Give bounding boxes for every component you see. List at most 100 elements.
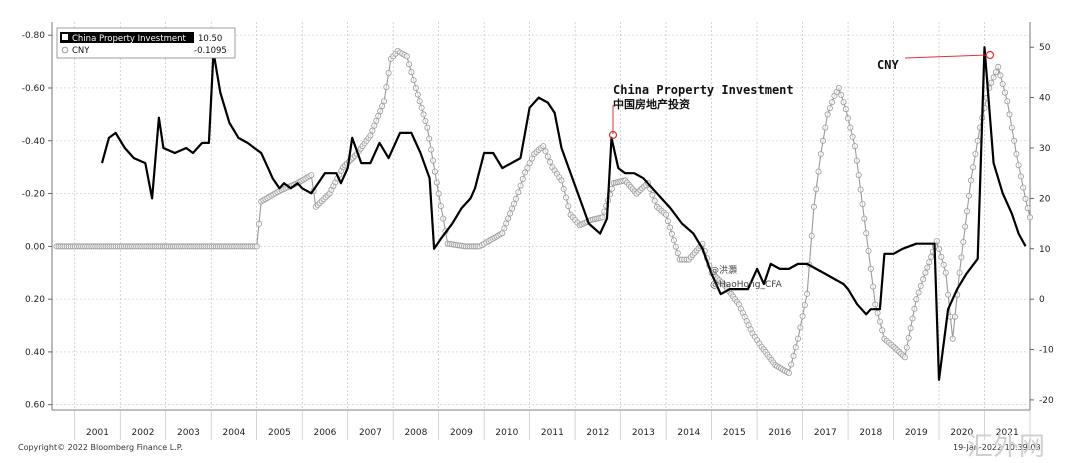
x-tick-label: 2014 [677,428,700,438]
cny-point [1027,214,1034,221]
left-tick-label: -0.80 [22,31,46,41]
cny-point [792,344,799,351]
cny-point [974,137,981,144]
cny-point [519,175,526,182]
cny-point [838,92,845,99]
cny-point [801,302,808,309]
cny-point [903,344,910,351]
cny-point [385,70,392,77]
x-tick-label: 2018 [859,428,882,438]
cny-point [510,200,517,207]
x-tick-label: 2004 [223,428,246,438]
cny-point [1011,137,1018,144]
property-investment-series [100,46,1027,381]
cny-point [861,215,868,222]
footer-date: 19-Jan-2022 10:39:03 [953,443,1041,452]
cny-point [367,132,374,139]
cny-point [797,324,804,331]
cny-point [909,315,916,322]
cny-point [933,238,940,245]
annotation-property: China Property Investment 中国房地产投资 [608,83,794,140]
cny-point [964,208,971,215]
right-y-axis: 50 40 30 20 10 0 -10 -20 [1030,43,1054,406]
cny-point [845,115,852,122]
cny-point [381,98,388,105]
cny-point [1022,195,1029,202]
cny-point [601,208,608,215]
annotation-cny-label: CNY [877,58,899,72]
cny-point [522,169,529,176]
right-tick-label: 20 [1039,194,1051,204]
right-tick-label: -10 [1039,346,1054,356]
left-tick-label: 0.40 [25,348,45,358]
cny-point [674,250,681,257]
legend-label-property: China Property Investment [72,34,186,44]
cny-point [599,214,606,221]
cny-point [857,186,864,193]
cny-point [938,253,945,260]
x-tick-label: 2011 [541,428,564,438]
cny-point [847,124,854,131]
cny-point [408,69,415,76]
cny-point [383,84,390,91]
legend-label-cny: CNY [72,46,90,56]
right-tick-label: 40 [1039,94,1051,104]
cny-point [949,335,956,342]
right-tick-label: 0 [1039,295,1045,305]
cny-point [820,137,827,144]
cny-point [558,177,565,184]
legend: China Property Investment 10.50 CNY -0.1… [56,27,236,59]
left-tick-label: 0.20 [25,295,45,305]
cny-point [810,203,817,210]
annotation-marker [985,50,995,60]
annotation-property-en: China Property Investment [613,83,794,97]
cny-point [501,225,508,232]
cny-point [951,313,958,320]
legend-circle-marker [61,46,69,54]
cny-point [670,237,677,244]
cny-point [668,230,675,237]
x-tick-label: 2020 [950,428,973,438]
cny-point [513,195,520,202]
cny-point [560,185,567,192]
x-tick-label: 2021 [996,428,1019,438]
site-logo: 汇外网 [967,432,1045,462]
cny-point [960,238,967,245]
cny-point [922,269,929,276]
cny-point [911,305,918,312]
cny-point [379,103,386,110]
cny-point [997,72,1004,79]
cny-point [907,325,914,332]
cny-point [526,160,533,167]
left-tick-label: 0.00 [25,242,45,252]
cny-point [970,164,977,171]
cny-point [905,334,912,341]
cny-point [956,269,963,276]
cny-point [1024,205,1031,212]
cny-point [663,211,670,218]
cny-point [967,177,974,184]
cny-point [872,301,879,308]
x-tick-label: 2007 [359,428,382,438]
legend-value-property: 10.50 [198,34,222,44]
cny-point [966,192,973,199]
cny-point [958,254,965,261]
cny-point [426,135,433,142]
cny-point [375,112,382,119]
cny-point [785,369,792,376]
cny-point [988,79,995,86]
x-tick-label: 2019 [905,428,928,438]
cny-point [373,117,380,124]
cny-point [414,91,421,98]
x-tick-label: 2008 [404,428,427,438]
left-tick-label: -0.40 [22,137,46,147]
cny-point [874,309,881,316]
x-tick-label: 2002 [132,428,155,438]
cny-point [255,220,262,227]
cny-point [437,203,444,210]
cny-point [1013,150,1020,157]
cny-point [936,245,943,252]
cny-point [1004,98,1011,105]
cny-point [915,289,922,296]
cny-point [429,157,436,164]
